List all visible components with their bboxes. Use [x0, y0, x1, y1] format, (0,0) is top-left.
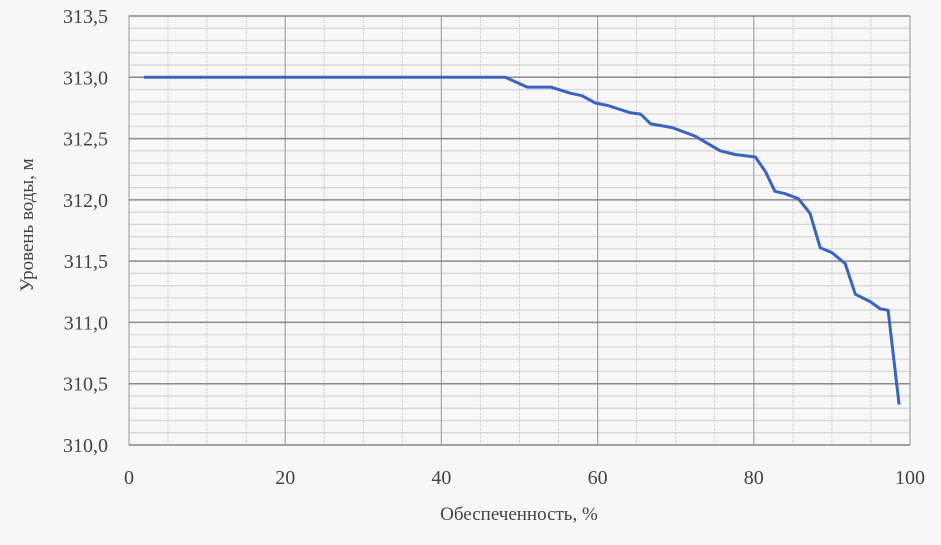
- y-tick-label: 310,5: [63, 374, 108, 396]
- y-tick-label: 312,0: [63, 190, 108, 212]
- y-tick-label: 312,5: [63, 129, 108, 151]
- y-tick-label: 311,0: [64, 312, 108, 334]
- x-tick-label: 20: [275, 467, 295, 489]
- y-tick-label: 311,5: [64, 251, 108, 273]
- y-tick-labels: 310,0 310,5 311,0 311,5 312,0 312,5 313,0 313,5: [63, 6, 108, 457]
- y-axis-label: Уровень воды, м: [17, 158, 38, 291]
- x-tick-label: 80: [744, 467, 764, 489]
- x-tick-labels: 0 20 40 60 80 100: [124, 467, 925, 489]
- y-tick-label: 313,0: [63, 67, 108, 89]
- x-tick-label: 60: [588, 467, 608, 489]
- y-tick-label: 310,0: [63, 435, 108, 457]
- y-tick-label: 313,5: [63, 6, 108, 28]
- x-tick-label: 0: [124, 467, 134, 489]
- x-tick-label: 100: [895, 467, 925, 489]
- x-axis-label: Обеспеченность, %: [440, 504, 598, 525]
- x-tick-label: 40: [431, 467, 451, 489]
- grid: [129, 16, 910, 445]
